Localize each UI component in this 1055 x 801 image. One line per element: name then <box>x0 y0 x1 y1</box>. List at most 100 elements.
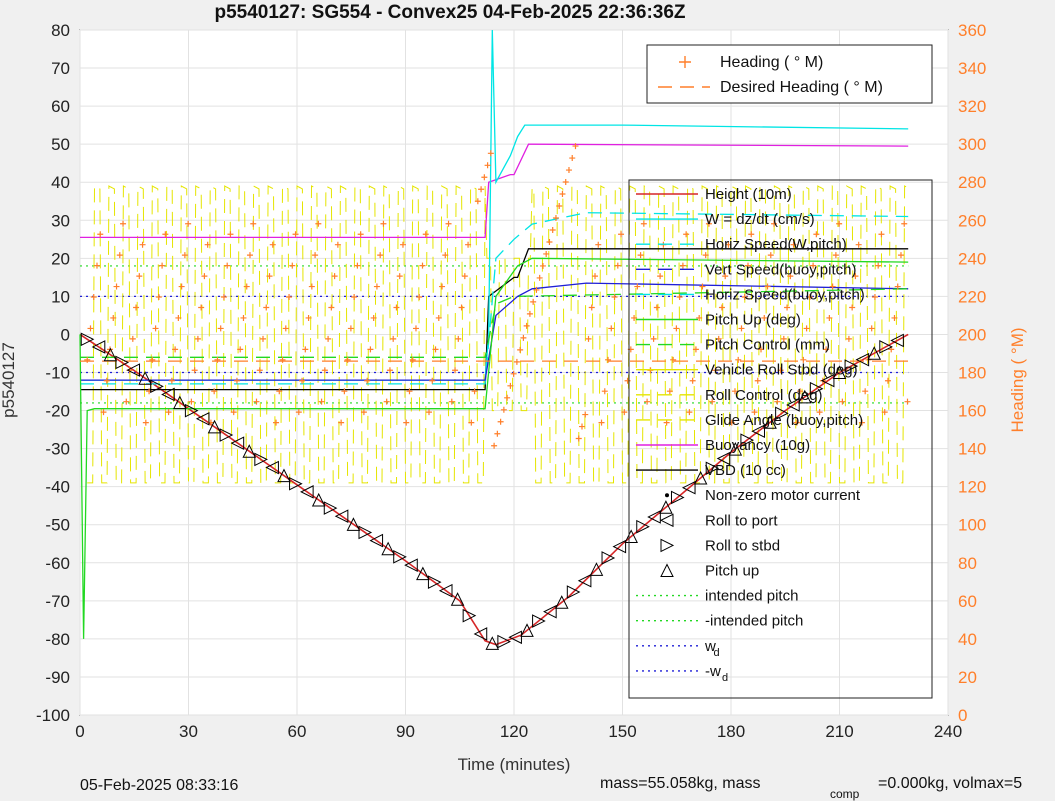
heading-marker <box>230 409 237 416</box>
legend-label: Roll to port <box>705 512 778 529</box>
heading-marker <box>556 203 563 210</box>
motor-marker <box>797 389 812 404</box>
heading-marker <box>813 231 820 238</box>
heading-marker <box>172 346 179 353</box>
heading-marker <box>468 419 475 426</box>
heading-marker <box>129 335 136 342</box>
y-tick-label: -40 <box>45 478 70 497</box>
motor-marker <box>381 541 395 556</box>
heading-marker <box>881 409 888 416</box>
heading-marker <box>162 231 169 238</box>
chart-title: p5540127: SG554 - Convex25 04-Feb-2025 2… <box>214 2 685 23</box>
heading-marker <box>666 388 673 395</box>
series-group <box>79 29 909 646</box>
heading-marker <box>530 298 537 305</box>
y-right-tick-label: 200 <box>958 325 986 344</box>
series-line <box>80 212 909 385</box>
heading-marker <box>373 283 380 290</box>
y-right-tick-label: 340 <box>958 59 986 78</box>
heading-marker <box>399 241 406 248</box>
motor-marker <box>289 476 303 491</box>
heading-marker <box>461 273 468 280</box>
heading-marker <box>191 367 198 374</box>
y-tick-label: -70 <box>45 592 70 611</box>
motor-marker <box>230 436 245 450</box>
marker-group <box>80 143 911 650</box>
y-tick-label: -30 <box>45 440 70 459</box>
heading-marker <box>679 262 686 269</box>
heading-marker <box>829 283 836 290</box>
heading-marker <box>250 220 257 227</box>
motor-marker <box>624 529 638 543</box>
motor-marker <box>832 365 847 379</box>
heading-marker <box>686 409 693 416</box>
heading-marker <box>797 388 804 395</box>
motor-marker <box>681 480 696 495</box>
heading-marker <box>331 273 338 280</box>
heading-marker <box>269 241 276 248</box>
heading-marker <box>592 273 599 280</box>
y-right-tick-label: 280 <box>958 173 986 192</box>
heading-marker <box>793 419 800 426</box>
heading-marker <box>481 174 488 181</box>
heading-marker <box>100 409 107 416</box>
heading-marker <box>123 398 130 405</box>
heading-marker <box>810 262 817 269</box>
heading-marker <box>113 283 120 290</box>
heading-marker <box>465 241 472 248</box>
heading-marker <box>175 314 182 321</box>
x-tick-label: 0 <box>75 722 84 741</box>
motor-marker <box>311 492 326 507</box>
motor-marker <box>254 452 268 467</box>
heading-marker <box>435 314 442 321</box>
heading-marker <box>539 262 546 269</box>
motor-marker <box>126 363 141 377</box>
tick-labels: 0 30 60 90 120 150 180 210 24080706050403020100-… <box>36 21 986 741</box>
motor-marker <box>809 381 824 396</box>
heading-marker <box>246 252 253 259</box>
motor-marker <box>844 359 859 373</box>
y-right-tick-label: 60 <box>958 592 977 611</box>
heading-marker <box>780 335 787 342</box>
heading-marker <box>673 325 680 332</box>
heading-marker <box>406 388 413 395</box>
y-right-tick-label: 140 <box>958 440 986 459</box>
motor-marker <box>867 346 882 360</box>
heading-marker <box>409 356 416 363</box>
legend-symbol <box>660 563 674 577</box>
footer-volmax: =0.000kg, volmax=5 <box>878 775 1022 792</box>
heading-marker <box>318 398 325 405</box>
y-right-tick-label: 180 <box>958 364 986 383</box>
heading-marker <box>588 304 595 311</box>
heading-marker <box>823 346 830 353</box>
heading-marker <box>862 388 869 395</box>
motor-marker <box>647 510 661 524</box>
motor-marker <box>532 614 546 628</box>
heading-marker <box>325 335 332 342</box>
heading-marker <box>282 325 289 332</box>
x-tick-label: 120 <box>500 722 528 741</box>
heading-marker <box>286 294 293 301</box>
y-tick-label: 60 <box>51 97 70 116</box>
heading-marker <box>194 335 201 342</box>
heading-marker <box>338 419 345 426</box>
motor-marker <box>173 395 187 410</box>
legend-label: Pitch up <box>705 563 759 580</box>
heading-marker <box>767 252 774 259</box>
y-right-tick-label: 100 <box>958 516 986 535</box>
heading-marker <box>764 283 771 290</box>
motor-marker <box>161 387 175 402</box>
heading-marker <box>608 325 615 332</box>
heading-marker <box>728 419 735 426</box>
heading-marker <box>312 252 319 259</box>
heading-marker <box>712 367 719 374</box>
heading-marker <box>204 241 211 248</box>
heading-marker <box>139 241 146 248</box>
legend-label: Glide Angle (buoy,pitch) <box>705 412 863 429</box>
heading-marker <box>631 314 638 321</box>
heading-marker <box>852 273 859 280</box>
heading-marker <box>702 252 709 259</box>
heading-marker <box>504 394 511 401</box>
heading-marker <box>347 325 354 332</box>
heading-marker <box>614 262 621 269</box>
